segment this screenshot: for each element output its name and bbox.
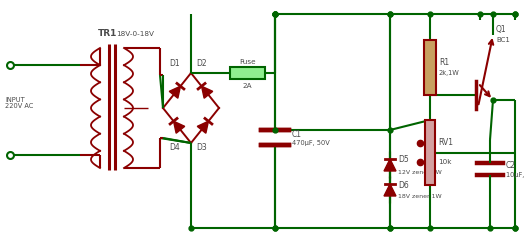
Text: D4: D4	[169, 143, 180, 151]
Text: TR1: TR1	[98, 29, 118, 38]
Bar	[425, 120, 435, 185]
Text: D3: D3	[196, 143, 207, 151]
Polygon shape	[384, 159, 396, 171]
Polygon shape	[169, 86, 181, 98]
Text: Fuse: Fuse	[239, 59, 256, 65]
Bar	[424, 40, 436, 95]
Text: 12V zener 1W: 12V zener 1W	[398, 170, 442, 174]
Text: INPUT
220V AC: INPUT 220V AC	[5, 97, 34, 110]
Polygon shape	[197, 121, 208, 133]
Text: D6: D6	[398, 181, 409, 189]
Text: C2: C2	[506, 161, 516, 171]
Text: BC1: BC1	[496, 37, 510, 43]
Text: D2: D2	[196, 59, 207, 68]
Text: 2k,1W: 2k,1W	[439, 71, 460, 76]
Polygon shape	[202, 86, 213, 98]
Text: 10k: 10k	[438, 159, 452, 166]
Text: 18V zener 1W: 18V zener 1W	[398, 195, 442, 199]
Text: D1: D1	[169, 59, 180, 68]
Text: D5: D5	[398, 156, 409, 164]
Text: RV1: RV1	[438, 138, 453, 147]
Polygon shape	[384, 184, 396, 196]
Text: 2A: 2A	[243, 83, 253, 89]
Text: C1: C1	[292, 130, 302, 139]
Bar	[230, 67, 265, 79]
Polygon shape	[174, 121, 185, 133]
Text: 18V-0-18V: 18V-0-18V	[116, 31, 154, 37]
Text: 10µF, 50V: 10µF, 50V	[506, 172, 525, 178]
Text: Q1: Q1	[496, 25, 507, 35]
Text: R1: R1	[439, 58, 449, 67]
Text: 470µF, 50V: 470µF, 50V	[292, 140, 330, 147]
